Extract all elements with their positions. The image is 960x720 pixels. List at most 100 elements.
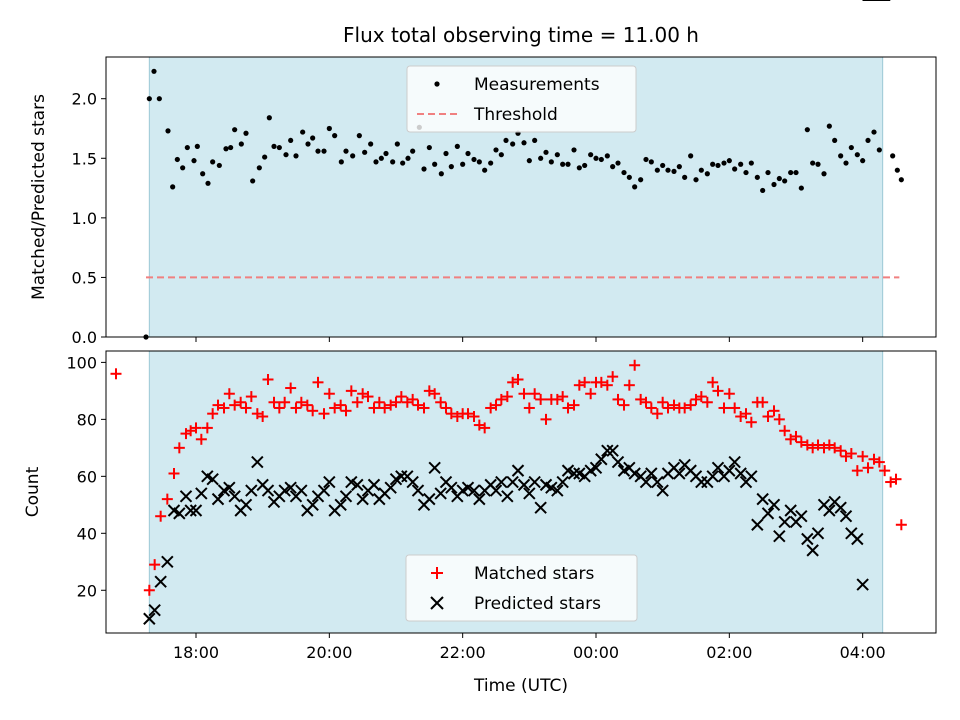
predicted-star-point: [351, 478, 364, 492]
measurement-point: [283, 152, 289, 158]
measurement-point: [288, 137, 294, 144]
matched-star-point: [235, 396, 247, 408]
measurement-point: [350, 153, 356, 159]
measurement-point: [443, 150, 449, 157]
top-legend: Measurements Threshold: [406, 65, 637, 133]
predicted-star-point: [261, 484, 275, 497]
measurement-point: [588, 152, 594, 158]
predicted-star-point: [428, 461, 441, 474]
matched-star-point: [595, 376, 607, 388]
measurement-point: [765, 169, 771, 176]
measurement-point: [621, 169, 627, 176]
measurement-point: [321, 148, 327, 154]
measurement-point: [726, 158, 732, 164]
matched-star-point: [345, 385, 357, 397]
measurement-point: [782, 178, 788, 184]
matched-star-point: [623, 379, 635, 391]
measurement-point: [378, 155, 384, 161]
predicted-star-point: [761, 507, 775, 520]
measurement-point: [432, 161, 438, 167]
predicted-star-point: [161, 555, 174, 568]
measurement-point: [682, 174, 688, 180]
predicted-star-point: [745, 470, 758, 483]
predicted-star-point: [195, 487, 208, 500]
predicted-star-point: [767, 498, 781, 512]
measurement-point: [266, 115, 272, 121]
matched-star-point: [879, 465, 891, 477]
matched-star-point: [173, 442, 185, 454]
measurement-point: [743, 169, 749, 176]
predicted-star-point: [784, 504, 797, 517]
measurement-point: [256, 165, 262, 171]
predicted-star-point: [406, 475, 419, 489]
predicted-star-point: [473, 492, 486, 506]
predicted-star-point: [673, 467, 686, 480]
predicted-star-point: [317, 484, 331, 497]
measurement-point: [671, 168, 677, 174]
predicted-star-point: [834, 501, 847, 514]
measurement-point: [771, 181, 777, 188]
predicted-star-point: [823, 504, 836, 517]
measurement-point: [688, 153, 694, 159]
matched-star-point: [851, 465, 863, 477]
predicted-star-point: [445, 481, 458, 494]
matched-star-point: [468, 411, 480, 423]
measurement-point: [526, 158, 532, 164]
measurement-point: [626, 174, 632, 180]
measurement-point: [362, 149, 368, 155]
measurement-point: [276, 144, 282, 151]
matched-star-point: [795, 436, 807, 448]
measurement-point: [860, 158, 866, 164]
matched-star-point: [429, 388, 441, 400]
measurement-point: [243, 130, 249, 136]
matched-star-point: [512, 373, 524, 385]
xtick-label: 00:00: [573, 643, 619, 662]
measurement-point: [848, 144, 854, 151]
top-ytick-label: 1.0: [72, 209, 97, 228]
matched-star-point: [562, 402, 574, 414]
legend-threshold-label: Threshold: [473, 105, 558, 125]
x-axis-label: Time (UTC): [473, 676, 568, 696]
legend-measurements-marker: [434, 81, 440, 87]
predicted-star-point: [356, 492, 369, 506]
predicted-star-point: [711, 461, 725, 474]
top-ytick-label: 0.5: [72, 268, 97, 287]
measurement-point: [410, 148, 416, 154]
predicted-star-point: [651, 475, 664, 489]
matched-star-point: [395, 391, 407, 403]
measurement-point: [871, 129, 877, 135]
matched-star-point: [762, 411, 774, 423]
predicted-star-point: [856, 578, 869, 591]
predicted-star-point: [306, 498, 319, 512]
measurement-point: [448, 164, 454, 170]
measurement-point: [576, 165, 582, 171]
measurement-point: [238, 141, 244, 147]
matched-star-point: [149, 559, 161, 571]
measurement-point: [560, 161, 566, 167]
measurement-point: [648, 159, 654, 165]
matched-star-point: [435, 396, 447, 408]
measurement-point: [554, 152, 560, 158]
predicted-star-point: [211, 492, 225, 506]
matched-star-point: [601, 379, 613, 391]
predicted-star-point: [323, 475, 336, 489]
measurement-point: [232, 127, 238, 133]
predicted-star-point: [501, 490, 514, 503]
predicted-star-point: [606, 444, 619, 457]
top-ytick-label: 1.5: [72, 149, 97, 168]
top-ytick-label: 2.0: [72, 90, 97, 109]
matched-star-point: [495, 393, 507, 405]
predicted-star-point: [601, 444, 614, 457]
matched-star-point: [445, 408, 457, 420]
predicted-star-point: [517, 478, 531, 492]
matched-star-point: [329, 402, 341, 414]
predicted-star-point: [339, 490, 353, 503]
matched-star-point: [612, 393, 624, 405]
measurement-point: [216, 162, 222, 169]
legend-predicted-label: Predicted stars: [474, 594, 601, 614]
predicted-star-point: [595, 453, 608, 466]
matched-star-point: [312, 376, 324, 388]
predicted-star-point: [589, 461, 603, 474]
measurement-point: [390, 159, 396, 165]
